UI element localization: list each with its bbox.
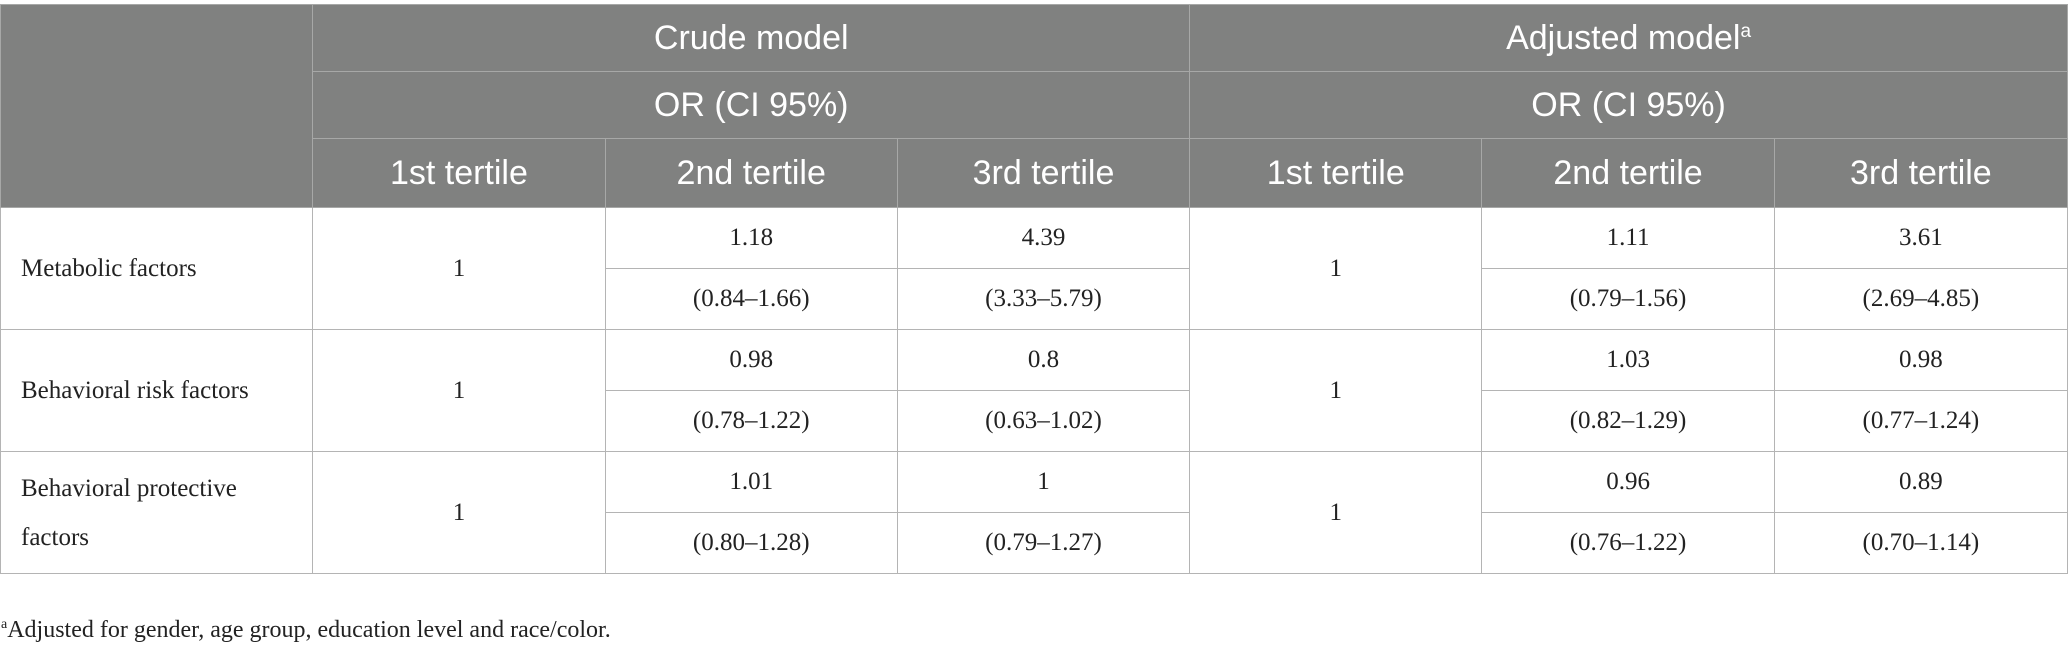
crude-tertile-3-ci: (0.63–1.02): [896, 390, 1191, 452]
row-label: Behavioral risk factors: [0, 329, 314, 452]
crude-tertile-2-or: 0.98: [604, 329, 898, 391]
header-adjusted-model: Adjusted modela: [1189, 4, 2068, 72]
header-adjusted-tertile-1: 1st tertile: [1189, 138, 1483, 208]
footnote-marker: a: [1, 617, 8, 632]
adjusted-tertile-2-ci: (0.76–1.22): [1481, 512, 1775, 574]
crude-tertile-3-ci: (0.79–1.27): [896, 512, 1191, 574]
adjusted-tertile-3-or: 0.89: [1773, 451, 2068, 513]
table-body: Metabolic factors 1 1.18 4.39 1 1.11 3.6…: [0, 207, 2068, 574]
header-row-or-ci: OR (CI 95%) OR (CI 95%): [1, 71, 2068, 139]
adjusted-tertile-1-value: 1: [1189, 451, 1483, 574]
crude-tertile-1-value: 1: [312, 329, 606, 452]
header-crude-tertile-3: 3rd tertile: [896, 138, 1191, 208]
header-adjusted-tertile-2: 2nd tertile: [1481, 138, 1775, 208]
adjusted-tertile-2-or: 1.11: [1481, 207, 1775, 269]
crude-tertile-2-ci: (0.80–1.28): [604, 512, 898, 574]
header-or-ci-crude: OR (CI 95%): [312, 71, 1191, 139]
table-row-ci: (0.80–1.28) (0.79–1.27) (0.76–1.22) (0.7…: [1, 512, 2068, 574]
adjusted-model-label: Adjusted model: [1506, 18, 1741, 57]
table-row-ci: (0.84–1.66) (3.33–5.79) (0.79–1.56) (2.6…: [1, 268, 2068, 330]
adjusted-tertile-2-or: 0.96: [1481, 451, 1775, 513]
header-crude-model: Crude model: [312, 4, 1191, 72]
crude-tertile-3-ci: (3.33–5.79): [896, 268, 1191, 330]
header-adjusted-tertile-3: 3rd tertile: [1773, 138, 2068, 208]
adjusted-tertile-3-ci: (0.77–1.24): [1773, 390, 2068, 452]
adjusted-tertile-3-or: 0.98: [1773, 329, 2068, 391]
crude-tertile-1-value: 1: [312, 207, 606, 330]
adjusted-tertile-2-ci: (0.82–1.29): [1481, 390, 1775, 452]
adjusted-tertile-2-or: 1.03: [1481, 329, 1775, 391]
adjusted-tertile-1-value: 1: [1189, 207, 1483, 330]
footnote-text: Adjusted for gender, age group, educatio…: [7, 617, 611, 643]
row-label: Metabolic factors: [0, 207, 314, 330]
crude-tertile-2-or: 1.01: [604, 451, 898, 513]
crude-model-label: Crude model: [653, 18, 849, 57]
adjusted-tertile-2-ci: (0.79–1.56): [1481, 268, 1775, 330]
crude-tertile-3-or: 0.8: [896, 329, 1191, 391]
table-row: Metabolic factors 1 1.18 4.39 1 1.11 3.6…: [0, 207, 2068, 330]
table-footnote: aAdjusted for gender, age group, educati…: [1, 617, 611, 644]
header-or-ci-adjusted: OR (CI 95%): [1189, 71, 2068, 139]
crude-tertile-2-ci: (0.78–1.22): [604, 390, 898, 452]
table-row: Behavioral risk factors 1 0.98 0.8 1 1.0…: [0, 329, 2068, 452]
adjusted-footnote-marker: a: [1740, 20, 1752, 42]
header-crude-tertile-2: 2nd tertile: [604, 138, 898, 208]
odds-ratio-table: Crude model Adjusted modela OR (CI 95%) …: [0, 4, 2068, 574]
adjusted-tertile-1-value: 1: [1189, 329, 1483, 452]
header-corner-cell: [0, 4, 314, 208]
adjusted-tertile-3-ci: (0.70–1.14): [1773, 512, 2068, 574]
crude-tertile-3-or: 4.39: [896, 207, 1191, 269]
crude-tertile-3-or: 1: [896, 451, 1191, 513]
crude-tertile-1-value: 1: [312, 451, 606, 574]
table-row: Behavioral protective factors 1 1.01 1 1…: [0, 451, 2068, 574]
header-crude-tertile-1: 1st tertile: [312, 138, 606, 208]
header-row-tertiles: 1st tertile 2nd tertile 3rd tertile 1st …: [1, 138, 2068, 208]
header-row-models: Crude model Adjusted modela: [0, 4, 2068, 208]
adjusted-tertile-3-ci: (2.69–4.85): [1773, 268, 2068, 330]
row-label: Behavioral protective factors: [0, 451, 314, 574]
crude-tertile-2-ci: (0.84–1.66): [604, 268, 898, 330]
adjusted-tertile-3-or: 3.61: [1773, 207, 2068, 269]
crude-tertile-2-or: 1.18: [604, 207, 898, 269]
table-header: Crude model Adjusted modela OR (CI 95%) …: [0, 4, 2068, 208]
